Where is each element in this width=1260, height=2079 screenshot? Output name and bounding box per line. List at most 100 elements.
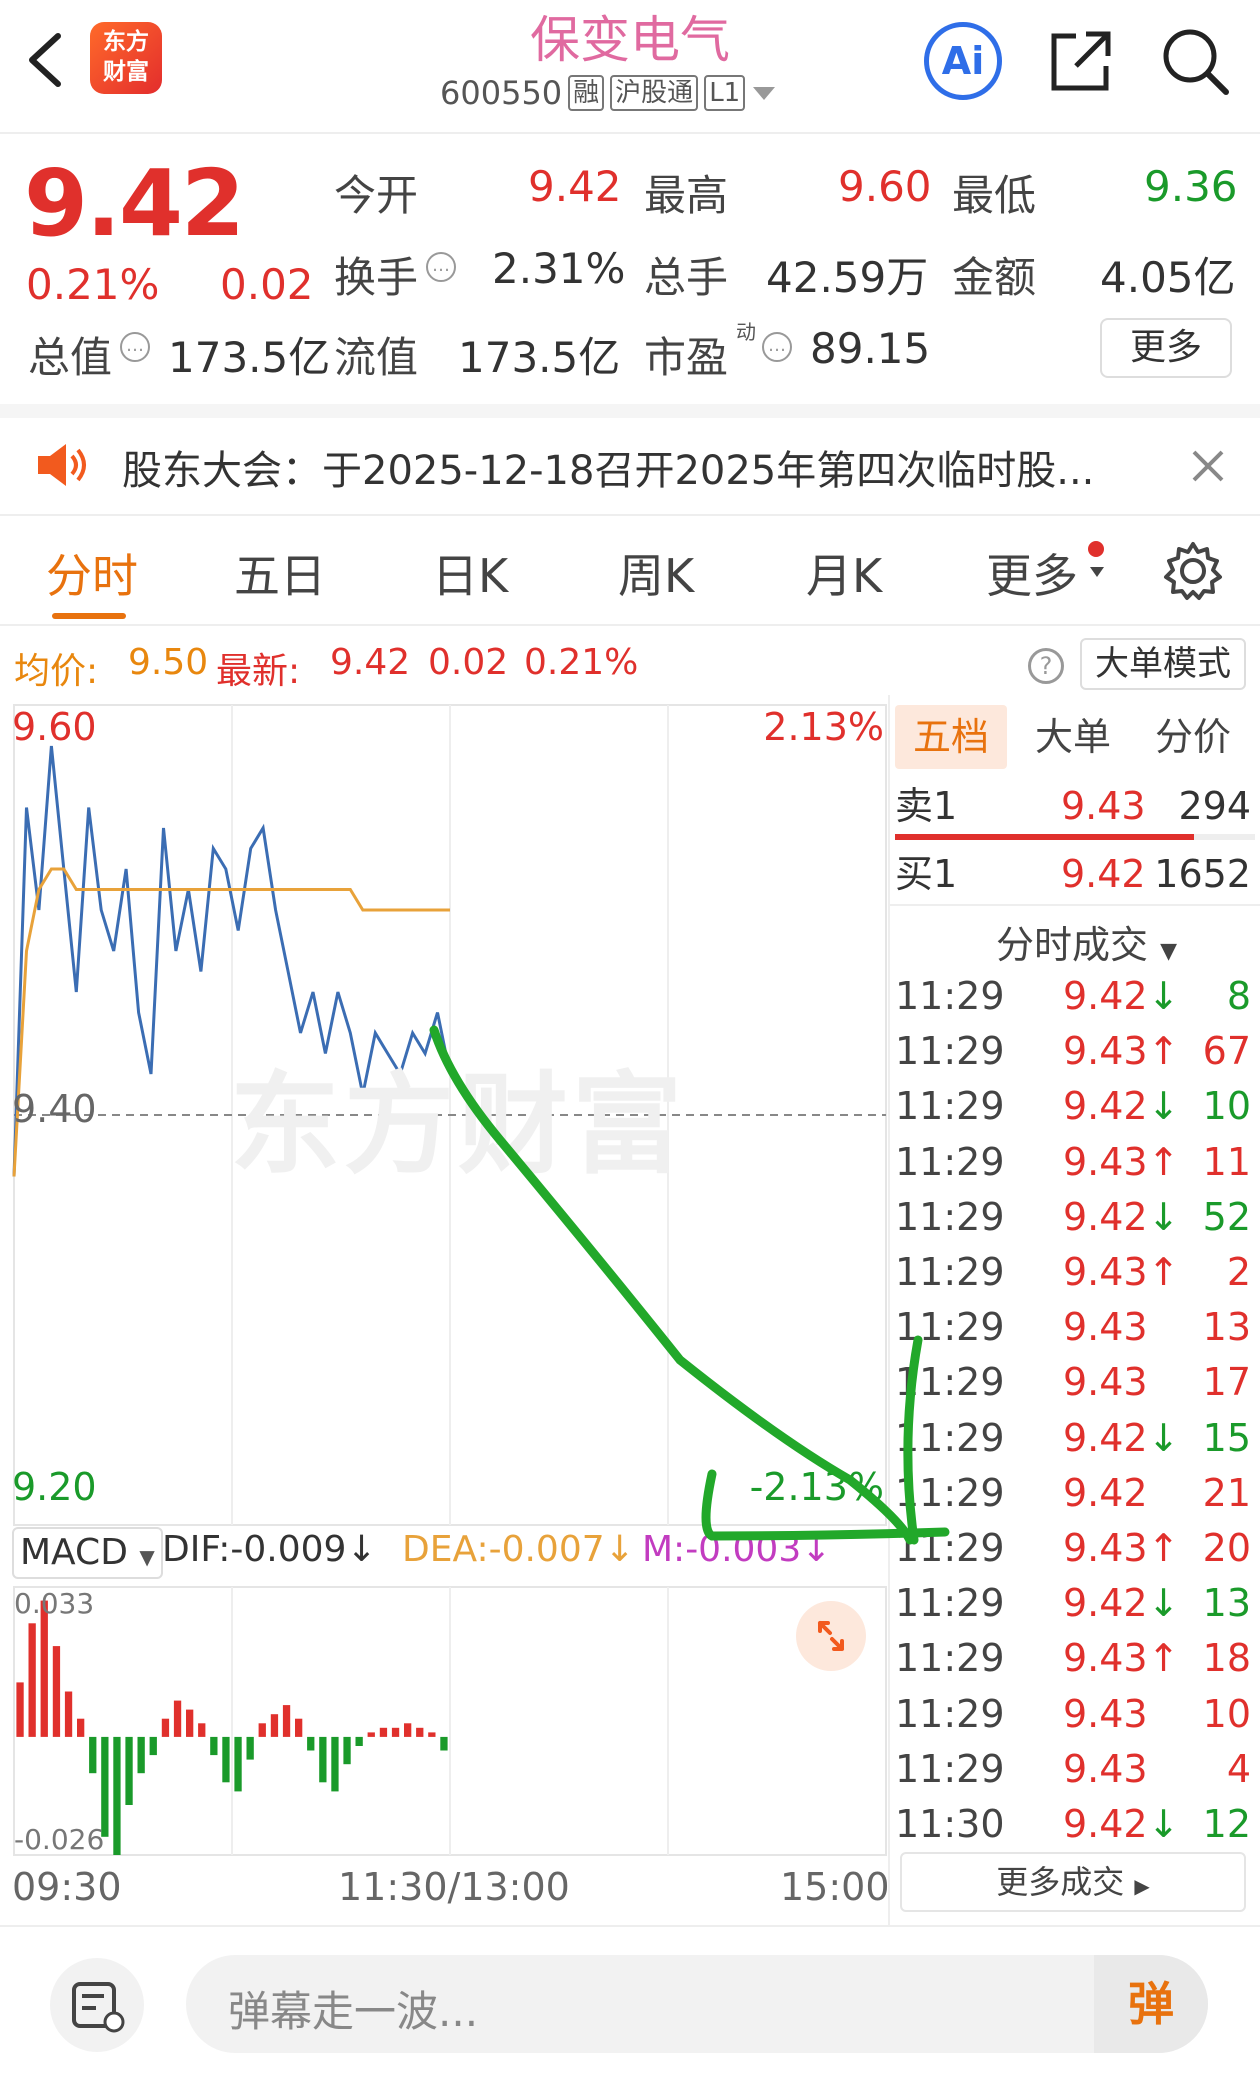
- trade-volume: 17: [1202, 1360, 1251, 1405]
- macd-bar: [343, 1736, 351, 1765]
- trade-volume: 52: [1202, 1194, 1251, 1239]
- trade-volume: 4: [1226, 1746, 1251, 1791]
- m-value: M:-0.003↓: [642, 1529, 832, 1570]
- avg-value: 9.50: [128, 642, 209, 683]
- info-icon[interactable]: …: [426, 252, 456, 282]
- trade-time: 11:29: [895, 1139, 1005, 1184]
- ai-assistant-icon[interactable]: Ai: [924, 22, 1002, 100]
- search-icon[interactable]: [1160, 26, 1232, 98]
- settings-gear-icon[interactable]: [1162, 540, 1224, 602]
- macd-bar: [222, 1736, 230, 1783]
- chevron-right-icon: ▶: [1134, 1874, 1150, 1898]
- trade-row: 11:29 9.43↑ 11: [895, 1136, 1255, 1188]
- amount-value: 4.05亿: [1100, 253, 1236, 302]
- tab-weekly-k[interactable]: 周K: [618, 549, 695, 603]
- turnover-label: 换手: [334, 253, 419, 302]
- trade-time: 11:29: [895, 1691, 1005, 1736]
- low-value: 9.36: [1144, 162, 1238, 211]
- macd-bar: [379, 1727, 388, 1737]
- trade-direction-icon: ↓: [1147, 1415, 1180, 1460]
- macd-bar: [101, 1736, 109, 1837]
- macd-bar: [416, 1727, 424, 1737]
- stock-name-title[interactable]: 保变电气: [530, 11, 730, 69]
- trade-row: 11:29 9.43 4: [895, 1743, 1255, 1795]
- buy-level-1: 买1 9.42 1652: [895, 846, 1255, 902]
- x-axis-start-label: 09:30: [12, 1865, 122, 1909]
- danmu-send-button[interactable]: 弹: [1094, 1955, 1208, 2053]
- trade-direction-icon: ↑: [1147, 1029, 1180, 1074]
- more-quote-button[interactable]: 更多: [1100, 318, 1232, 378]
- macd-bar: [40, 1600, 48, 1737]
- trade-time: 11:29: [895, 1746, 1005, 1791]
- trade-price: 9.43: [1063, 1691, 1148, 1736]
- indicator-label: MACD: [20, 1532, 128, 1573]
- trade-volume: 13: [1202, 1305, 1251, 1350]
- trade-time: 11:29: [895, 1526, 1005, 1570]
- trade-row: 11:29 9.43↑ 18: [895, 1632, 1255, 1684]
- trade-price: 9.43: [1063, 1746, 1148, 1791]
- pe-value: 89.15: [810, 324, 931, 373]
- tab-more[interactable]: 更多: [986, 549, 1078, 603]
- tab-intraday[interactable]: 分时: [46, 549, 138, 603]
- tab-price-dist[interactable]: 分价: [1155, 715, 1232, 759]
- tab-daily-k[interactable]: 日K: [432, 549, 509, 603]
- macd-bar: [270, 1714, 279, 1737]
- trade-volume: 13: [1202, 1581, 1251, 1626]
- big-order-mode-button[interactable]: 大单模式: [1080, 638, 1246, 690]
- expand-icon[interactable]: [796, 1601, 866, 1671]
- indicator-selector[interactable]: MACD ▼: [12, 1527, 163, 1579]
- more-trades-button[interactable]: 更多成交 ▶: [900, 1852, 1246, 1912]
- tab-five-day[interactable]: 五日: [234, 549, 326, 603]
- macd-bar: [137, 1736, 145, 1774]
- trade-price: 9.42↓: [1063, 1415, 1180, 1460]
- trade-row: 11:29 9.42↓ 15: [895, 1412, 1255, 1464]
- trade-price: 9.43↑: [1063, 1139, 1180, 1184]
- trade-volume: 21: [1202, 1470, 1251, 1515]
- sell1-volume: 294: [1178, 784, 1251, 828]
- trades-header[interactable]: 分时成交 ▼: [996, 923, 1178, 967]
- trade-row: 11:29 9.43 17: [895, 1356, 1255, 1408]
- macd-bar: [282, 1705, 291, 1737]
- tab-five-levels[interactable]: 五档: [895, 705, 1008, 769]
- info-icon[interactable]: …: [120, 332, 150, 362]
- trade-row: 11:29 9.42 21: [895, 1467, 1255, 1519]
- amount-label: 金额: [952, 253, 1037, 302]
- macd-bar: [77, 1718, 85, 1737]
- trade-direction-icon: ↑: [1147, 1250, 1180, 1294]
- buy1-label: 买1: [895, 852, 958, 896]
- tab-monthly-k[interactable]: 月K: [806, 549, 883, 603]
- help-icon[interactable]: ?: [1028, 648, 1064, 684]
- trade-direction-icon: ↓: [1147, 1194, 1180, 1239]
- danmu-placeholder: 弹幕走一波...: [228, 1987, 479, 2036]
- macd-bar: [307, 1736, 315, 1751]
- share-icon[interactable]: [1046, 28, 1114, 96]
- trade-price: 9.42↓: [1063, 974, 1180, 1018]
- volume-value: 42.59万: [766, 253, 929, 302]
- macd-bar: [355, 1736, 363, 1746]
- turnover-value: 2.31%: [492, 244, 626, 293]
- info-icon[interactable]: …: [762, 332, 792, 362]
- danmu-input[interactable]: [186, 1955, 1208, 2053]
- close-icon[interactable]: [1190, 448, 1226, 484]
- volume-label: 总手: [644, 253, 729, 302]
- back-arrow-icon[interactable]: [22, 30, 66, 90]
- y-axis-mid-label: 9.40: [12, 1087, 97, 1131]
- avg-price-line: [12, 867, 450, 1177]
- macd-bar: [331, 1736, 339, 1792]
- trade-price: 9.43↑: [1063, 1526, 1180, 1570]
- open-label: 今开: [334, 171, 419, 220]
- stock-code-line[interactable]: 600550 融 沪股通 L1: [440, 74, 777, 112]
- trade-direction-icon: ↑: [1147, 1636, 1180, 1681]
- trade-price: 9.43↑: [1063, 1250, 1180, 1294]
- comment-list-icon[interactable]: [50, 1958, 144, 2052]
- app-logo[interactable]: 东方 财富: [90, 22, 162, 94]
- notice-bar[interactable]: 股东大会：于2025-12-18召开2025年第四次临时股...: [0, 418, 1260, 514]
- intraday-chart[interactable]: 9.60 9.40 9.20 2.13% -2.13% 东方财富 MACD ▼ …: [0, 695, 890, 1925]
- order-ratio-bar: [895, 834, 1255, 840]
- trade-volume: 2: [1226, 1250, 1251, 1294]
- macd-bar: [404, 1723, 412, 1737]
- trade-volume: 67: [1202, 1029, 1251, 1074]
- tab-big-orders[interactable]: 大单: [1035, 715, 1112, 759]
- price-line: [12, 745, 452, 1177]
- mktcap-label: 总值: [28, 333, 113, 382]
